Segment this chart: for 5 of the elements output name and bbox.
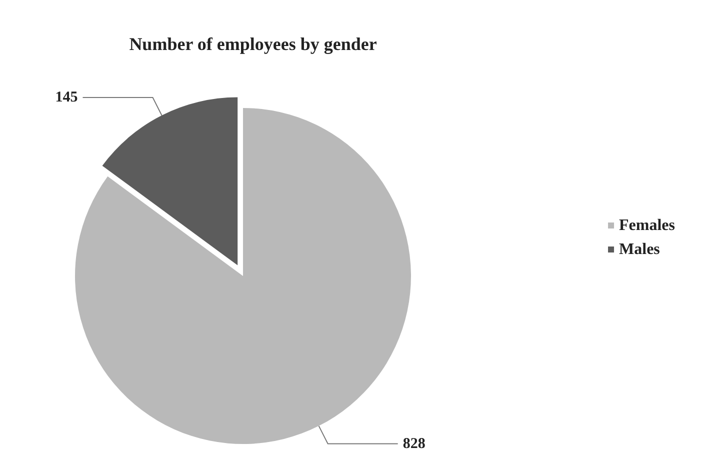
chart-title: Number of employees by gender [129,34,377,54]
legend-label: Females [619,217,676,234]
legend-label: Males [619,241,660,258]
data-label: 145 [55,90,78,106]
data-label: 828 [402,436,426,452]
